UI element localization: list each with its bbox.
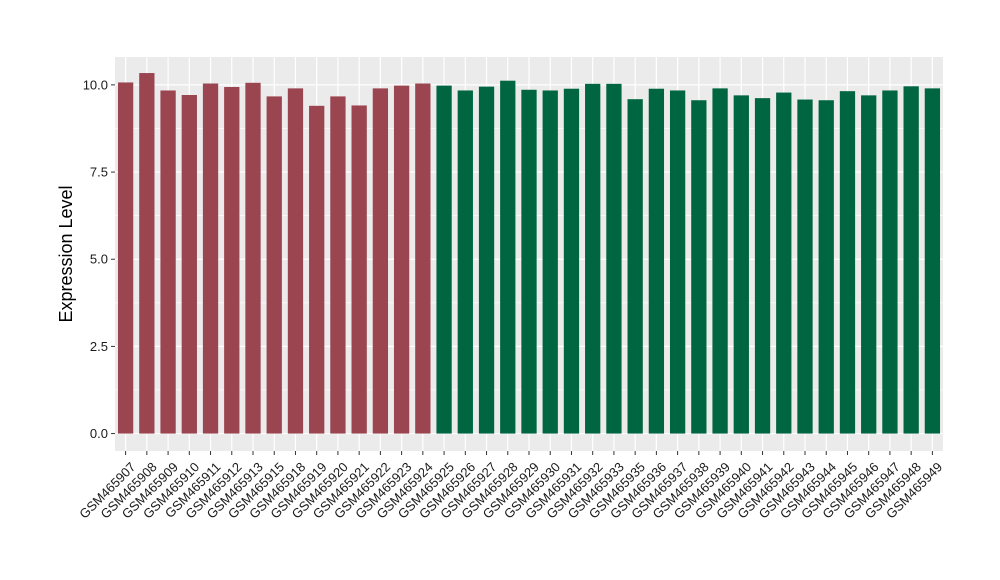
bar-gsm465948: [903, 86, 919, 434]
bar-gsm465944: [818, 100, 834, 434]
bar-gsm465928: [500, 80, 516, 434]
bar-gsm465918: [287, 88, 304, 434]
bar-gsm465933: [606, 83, 622, 434]
bar-gsm465909: [160, 90, 176, 434]
bar-gsm465911: [202, 83, 219, 434]
y-axis: 0.0 2.5 5.0 7.5 10.0: [83, 77, 115, 441]
y-tick-label: 5.0: [90, 252, 108, 267]
bar-gsm465949: [924, 88, 941, 434]
bar-gsm465940: [733, 95, 749, 434]
bar-gsm465907: [117, 82, 134, 434]
bar-gsm465947: [882, 90, 898, 434]
bar-gsm465931: [563, 88, 580, 434]
bar-gsm465919: [309, 105, 325, 434]
y-tick-label: 10.0: [83, 77, 108, 92]
bar-gsm465943: [797, 99, 813, 434]
bar-gsm465930: [542, 90, 558, 434]
bars: [117, 73, 941, 434]
bar-gsm465922: [372, 88, 389, 434]
bar-gsm465935: [627, 99, 643, 434]
bar-gsm465910: [181, 95, 197, 434]
bar-gsm465942: [776, 92, 792, 434]
y-axis-title: Expression Level: [56, 185, 76, 322]
bar-gsm465924: [415, 83, 431, 434]
y-tick-label: 2.5: [90, 339, 108, 354]
bar-gsm465926: [457, 90, 473, 434]
bar-gsm465929: [521, 89, 537, 434]
bar-gsm465941: [754, 98, 771, 434]
bar-gsm465936: [648, 88, 665, 434]
bar-gsm465915: [266, 96, 282, 434]
bar-gsm465945: [839, 91, 856, 434]
bar-gsm465927: [478, 86, 495, 434]
bar-gsm465908: [139, 73, 155, 434]
bar-gsm465946: [861, 95, 877, 434]
bar-gsm465920: [330, 96, 346, 434]
bar-gsm465932: [585, 83, 601, 434]
bar-gsm465912: [224, 86, 240, 434]
bar-gsm465938: [691, 100, 707, 434]
x-axis: GSM465907GSM465908GSM465909GSM465910GSM4…: [76, 451, 945, 522]
bar-gsm465923: [393, 85, 410, 434]
bar-gsm465925: [436, 85, 452, 434]
bar-gsm465921: [351, 105, 367, 434]
y-tick-label: 0.0: [90, 426, 108, 441]
bar-gsm465939: [712, 88, 728, 434]
bar-gsm465937: [669, 90, 686, 434]
bar-gsm465913: [245, 82, 261, 434]
y-tick-label: 7.5: [90, 165, 108, 180]
